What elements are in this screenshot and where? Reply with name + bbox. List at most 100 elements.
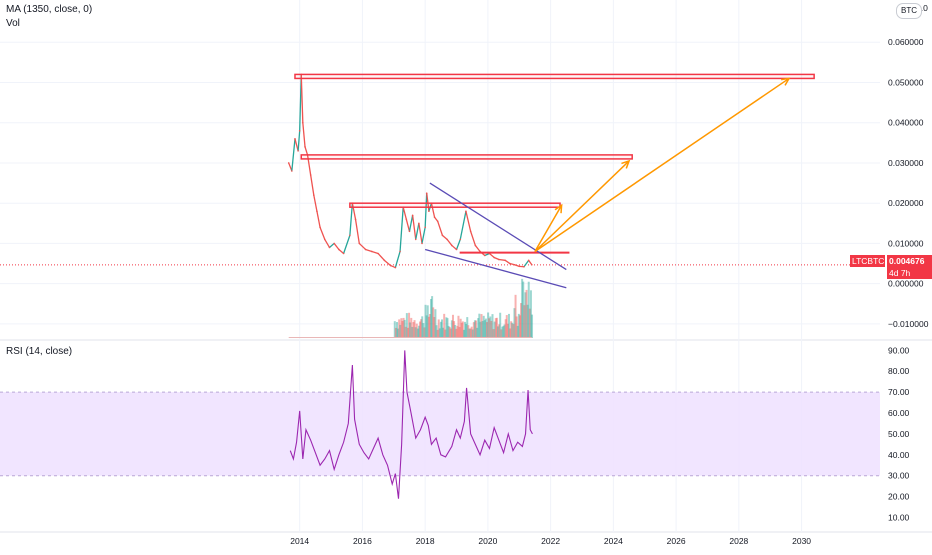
price-segment bbox=[416, 223, 419, 239]
price-segment bbox=[378, 253, 384, 260]
price-segment bbox=[372, 251, 378, 253]
price-point bbox=[434, 216, 436, 218]
time-tick-label: 2016 bbox=[353, 536, 372, 546]
time-tick-label: 2028 bbox=[729, 536, 748, 546]
rsi-tick-label: 60.00 bbox=[888, 408, 910, 418]
price-segment bbox=[301, 74, 303, 122]
price-point bbox=[409, 231, 411, 233]
price-segment bbox=[466, 211, 471, 231]
time-tick-label: 2030 bbox=[792, 536, 811, 546]
price-segment bbox=[303, 123, 305, 147]
price-segment bbox=[409, 215, 412, 231]
price-segment bbox=[452, 245, 457, 249]
price-point bbox=[504, 260, 506, 262]
price-point bbox=[523, 266, 525, 268]
price-segment bbox=[305, 147, 308, 155]
price-point bbox=[514, 264, 516, 266]
price-point bbox=[498, 259, 500, 261]
price-point bbox=[329, 247, 331, 249]
price-point bbox=[493, 257, 495, 259]
price-segment bbox=[350, 203, 353, 235]
price-segment bbox=[447, 239, 452, 245]
price-segment bbox=[366, 249, 372, 251]
price-segment bbox=[489, 253, 494, 257]
rsi-legend[interactable]: RSI (14, close) bbox=[6, 346, 72, 357]
currency-badge[interactable]: BTC bbox=[896, 3, 922, 19]
price-segment bbox=[400, 207, 403, 251]
time-tick-label: 2020 bbox=[478, 536, 497, 546]
rsi-tick-label: 20.00 bbox=[888, 492, 910, 502]
price-point bbox=[421, 243, 423, 245]
resistance-box bbox=[301, 155, 632, 159]
price-point bbox=[406, 218, 408, 220]
rsi-tick-label: 10.00 bbox=[888, 512, 910, 522]
time-tick-label: 2018 bbox=[416, 536, 435, 546]
price-segment bbox=[413, 215, 416, 239]
resistance-box bbox=[350, 203, 560, 207]
price-point bbox=[371, 251, 373, 253]
price-segment bbox=[317, 211, 320, 227]
price-tick-label: 0.030000 bbox=[888, 158, 924, 168]
time-tick-label: 2024 bbox=[604, 536, 623, 546]
price-segment bbox=[524, 260, 529, 266]
price-point bbox=[470, 231, 472, 233]
price-point bbox=[294, 138, 296, 140]
price-point bbox=[446, 239, 448, 241]
ma-legend[interactable]: MA (1350, close, 0) bbox=[6, 4, 92, 15]
price-segment bbox=[529, 260, 532, 264]
price-point bbox=[459, 239, 461, 241]
price-point bbox=[319, 227, 321, 229]
price-point bbox=[310, 174, 312, 176]
price-point bbox=[395, 267, 397, 269]
price-segment bbox=[334, 243, 339, 249]
price-segment bbox=[475, 245, 480, 251]
price-segment bbox=[460, 211, 466, 239]
symbol-tag: LTCBTC bbox=[850, 255, 885, 267]
price-point bbox=[291, 170, 293, 172]
price-point bbox=[365, 249, 367, 251]
price-point bbox=[297, 150, 299, 152]
price-point bbox=[412, 214, 414, 216]
price-segment bbox=[505, 260, 510, 263]
price-tick-label: 0.040000 bbox=[888, 118, 924, 128]
price-tick-label: 0.000000 bbox=[888, 279, 924, 289]
projection-arrow bbox=[535, 78, 789, 251]
volume-layer bbox=[289, 279, 533, 338]
rsi-band-layer bbox=[0, 392, 880, 476]
price-point bbox=[349, 235, 351, 237]
price-point bbox=[426, 192, 428, 194]
price-point bbox=[302, 122, 304, 124]
price-point bbox=[475, 245, 477, 247]
volume-bar bbox=[531, 315, 533, 338]
price-segment bbox=[438, 221, 443, 235]
price-point bbox=[528, 260, 530, 262]
price-segment bbox=[356, 219, 360, 243]
price-point bbox=[456, 249, 458, 251]
rsi-band bbox=[0, 392, 880, 476]
price-tick-label: 0.060000 bbox=[888, 37, 924, 47]
rsi-tick-label: 40.00 bbox=[888, 450, 910, 460]
price-point bbox=[288, 162, 290, 164]
price-point bbox=[399, 251, 401, 253]
price-point bbox=[377, 253, 379, 255]
bar-countdown: 4d 7h bbox=[887, 267, 932, 279]
rsi-tick-label: 80.00 bbox=[888, 366, 910, 376]
price-point bbox=[299, 130, 301, 132]
volume-legend[interactable]: Vol bbox=[6, 18, 20, 29]
resistance-box bbox=[295, 74, 814, 78]
price-point bbox=[390, 265, 392, 267]
price-point bbox=[316, 210, 318, 212]
time-tick-label: 2014 bbox=[290, 536, 309, 546]
price-point bbox=[418, 223, 420, 225]
price-segment bbox=[406, 219, 409, 231]
price-point bbox=[484, 255, 486, 257]
time-tick-label: 2022 bbox=[541, 536, 560, 546]
rsi-tick-label: 70.00 bbox=[888, 387, 910, 397]
price-tick-label: −0.010000 bbox=[888, 319, 929, 329]
price-point bbox=[424, 227, 426, 229]
price-segment bbox=[403, 207, 406, 219]
price-segment bbox=[457, 239, 461, 249]
drawing-layer[interactable] bbox=[295, 74, 814, 287]
